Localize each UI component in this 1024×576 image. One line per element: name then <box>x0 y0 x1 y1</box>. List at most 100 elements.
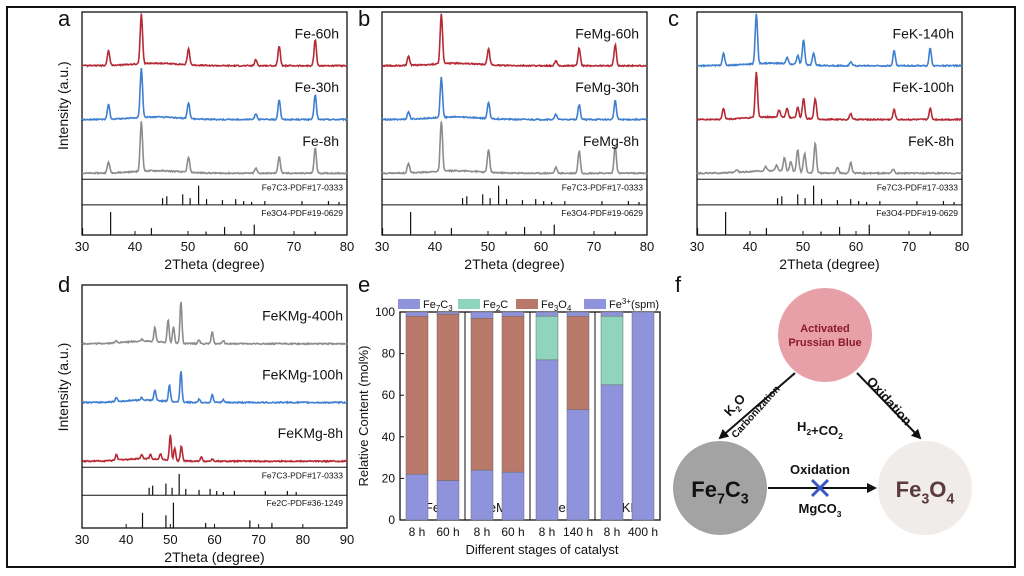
bar-segment-Fe3+(spm) <box>535 311 559 317</box>
x-tick-label: 80 <box>640 239 654 254</box>
x-tick-label: 80 <box>340 239 354 254</box>
h2-co2-label: H2+CO2 <box>797 419 843 441</box>
trace-label: Fe-60h <box>295 25 339 41</box>
y-tick-label: 0 <box>388 513 395 527</box>
x-axis-label: 2Theta (degree) <box>164 549 264 565</box>
trace-FeKMg-400h <box>81 301 348 346</box>
x-tick-label: 50 <box>181 239 195 254</box>
trace-FeMg-60h <box>381 13 648 68</box>
legend-label: Fe2C <box>483 299 508 313</box>
trace-FeK-100h <box>696 71 963 122</box>
reference-label: Fe7C3-PDF#17-0333 <box>877 182 959 192</box>
y-axis-label: Intensity (a.u.) <box>55 61 71 150</box>
trace-label: Fe-30h <box>295 79 339 95</box>
x-tick-label: 80 <box>955 239 969 254</box>
x-tick-label: 80 <box>296 532 310 547</box>
x-tick-label: 60 <box>534 239 548 254</box>
bar-segment-Fe7C3 <box>600 384 624 521</box>
mgco3-label: MgCO3 <box>799 501 842 519</box>
plot-frame <box>696 11 963 236</box>
x-axis-label: 2Theta (degree) <box>464 256 564 272</box>
oxidation-arrow <box>856 372 922 440</box>
legend-swatch <box>516 299 538 309</box>
bar-segment-Fe2C <box>600 315 624 386</box>
trace-FeKMg-100h <box>81 371 348 405</box>
trace-FeK-140h <box>696 13 963 68</box>
y-tick-label: 80 <box>382 347 396 361</box>
y-tick-label: 60 <box>382 388 396 402</box>
y-axis-label: Relative Content (mol%) <box>356 346 371 487</box>
reference-label: Fe2C-PDF#36-1249 <box>266 498 343 508</box>
reference-label: Fe7C3-PDF#17-0333 <box>262 182 344 192</box>
group-label: Fe <box>425 500 440 515</box>
fe3o4-node-label: Fe3O4 <box>896 477 955 508</box>
figure-frame <box>6 6 1016 568</box>
bar-category-label: 8 h <box>539 525 556 539</box>
blocked-cross-icon <box>810 478 830 498</box>
x-tick-label: 30 <box>375 239 389 254</box>
panel-label-d: d <box>58 272 70 297</box>
bar-segment-Fe3O4 <box>405 315 429 475</box>
y-tick-label: 40 <box>382 430 396 444</box>
trace-label: FeMg-30h <box>575 79 639 95</box>
panel-label-b: b <box>358 6 370 31</box>
x-tick-label: 60 <box>234 239 248 254</box>
node-top-line1: Activated <box>800 323 850 335</box>
trace-Fe-30h <box>81 67 348 122</box>
legend-swatch <box>584 299 606 309</box>
bar-segment-Fe3O4 <box>566 315 590 411</box>
trace-Fe-60h <box>81 13 348 68</box>
trace-label: FeKMg-8h <box>278 425 343 441</box>
x-tick-label: 40 <box>428 239 442 254</box>
node-top-line2: Prussian Blue <box>788 337 861 349</box>
y-tick-label: 20 <box>382 471 396 485</box>
reference-label: Fe7C3-PDF#17-0333 <box>562 182 644 192</box>
bar-segment-Fe7C3 <box>501 471 525 521</box>
x-axis-label: Different stages of catalyst <box>466 542 619 557</box>
panel-label-a: a <box>58 6 71 31</box>
trace-FeK-8h <box>696 141 963 176</box>
xrd-panel-c: 30 40 50 60 70 80 2Theta (degree) Fe7C3-PDF#17-… <box>690 11 969 272</box>
bar-segment-Fe7C3 <box>470 469 494 521</box>
x-axis-label: 2Theta (degree) <box>779 256 879 272</box>
y-tick-label: 100 <box>375 305 395 319</box>
bar-segment-Fe7C3 <box>631 311 655 521</box>
x-tick-label: 70 <box>251 532 265 547</box>
bar-segment-Fe3O4 <box>501 315 525 473</box>
x-tick-label: 50 <box>163 532 177 547</box>
legend-swatch <box>458 299 480 309</box>
plot-frame <box>81 11 348 236</box>
xrd-panel-b: 30 40 50 60 70 80 2Theta (degree) Fe7C3-PDF#17-… <box>375 11 654 272</box>
bar-category-label: 8 h <box>604 525 621 539</box>
fe3o4-node <box>878 441 972 535</box>
bar-segment-Fe7C3 <box>535 359 559 521</box>
bar-segment-Fe3O4 <box>470 317 494 471</box>
oxidation-bottom-label: Oxidation <box>790 462 850 477</box>
bar-category-label: 8 h <box>409 525 426 539</box>
trace-FeMg-30h <box>381 76 648 122</box>
fe7c3-node-label: Fe7C3 <box>691 477 749 508</box>
bar-segment-Fe3+(spm) <box>405 311 429 317</box>
x-tick-label: 40 <box>743 239 757 254</box>
trace-label: Fe-8h <box>302 133 339 149</box>
x-tick-label: 70 <box>287 239 301 254</box>
legend-label: Fe3O4 <box>541 299 572 313</box>
trace-label: FeKMg-100h <box>262 366 343 382</box>
trace-label: FeK-8h <box>908 133 954 149</box>
trace-label: FeK-140h <box>893 25 954 41</box>
bar-segment-Fe3+(spm) <box>436 311 460 315</box>
bar-segment-Fe3+(spm) <box>600 311 624 317</box>
x-tick-label: 50 <box>796 239 810 254</box>
y-axis-label: Intensity (a.u.) <box>55 343 71 432</box>
bar-category-label: 400 h <box>628 525 658 539</box>
bar-segment-Fe7C3 <box>436 480 460 521</box>
reference-label: Fe3O4-PDF#19-0629 <box>561 208 643 218</box>
bar-segment-Fe3+(spm) <box>501 311 525 317</box>
reference-label: Fe7C3-PDF#17-0333 <box>262 470 344 480</box>
panel-label-e: e <box>358 272 370 297</box>
activated-prussian-blue-node <box>778 288 872 382</box>
scheme-panel-f: Activated Prussian Blue Fe7C3 Fe3O4 K2O … <box>673 288 972 535</box>
bar-segment-Fe7C3 <box>566 409 590 521</box>
plot-frame <box>381 11 648 236</box>
